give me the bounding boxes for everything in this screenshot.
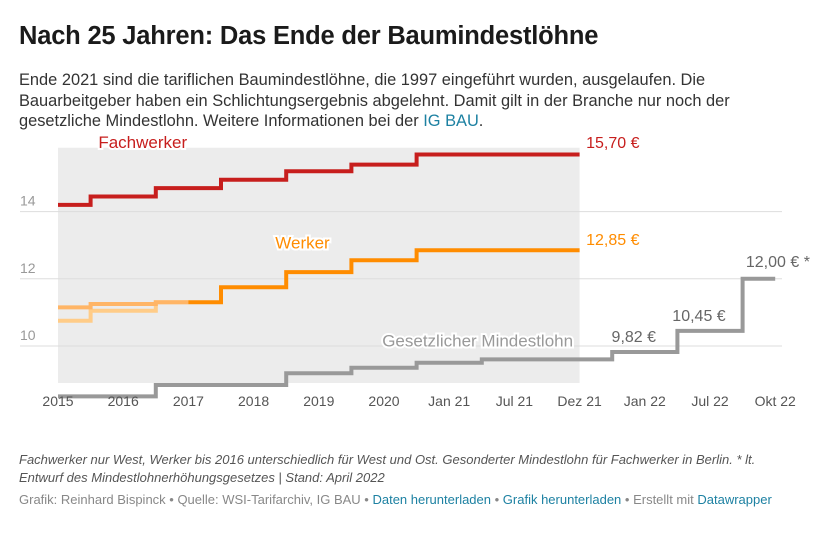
end-value-label: 12,85 €	[586, 232, 639, 249]
series-name-label: Fachwerker	[98, 133, 187, 152]
x-tick-label: Jan 21	[428, 393, 470, 409]
shaded-period	[58, 147, 580, 383]
credits-text: Grafik: Reinhard Bispinck • Quelle: WSI-…	[19, 492, 373, 507]
x-tick-label: 2020	[368, 393, 399, 409]
intro-body: Ende 2021 sind die tariflichen Baumindes…	[19, 71, 730, 131]
grid-layer: 10 12 14	[20, 193, 782, 347]
x-tick-label: 2019	[303, 393, 334, 409]
download-data-link[interactable]: Daten herunterladen	[372, 492, 491, 507]
annotation-label: 10,45 €	[672, 308, 725, 325]
series-layer	[58, 152, 776, 399]
credits: Grafik: Reinhard Bispinck • Quelle: WSI-…	[19, 491, 799, 508]
footnote: Fachwerker nur West, Werker bis 2016 unt…	[19, 452, 756, 485]
x-tick-label: 2016	[108, 393, 139, 409]
x-tick-label: Dez 21	[557, 393, 602, 409]
ig-bau-link[interactable]: IG BAU	[423, 112, 479, 131]
x-tick-label: 2018	[238, 393, 269, 409]
label-layer: 2015 2016 2017 2018 2019 2020 Jan 21 Jul 21 Dez …	[42, 131, 810, 409]
credits-separator: •	[491, 492, 503, 507]
end-value-label: 12,00 € *	[746, 254, 810, 271]
download-image-link[interactable]: Grafik herunterladen	[502, 492, 622, 507]
series-line	[58, 276, 776, 399]
y-tick-label: 14	[20, 193, 36, 209]
series-name-label: Werker	[275, 234, 330, 253]
x-tick-label: Okt 22	[755, 393, 796, 409]
series-line	[58, 300, 189, 310]
x-tick-label: Jul 22	[691, 393, 729, 409]
intro-text: Ende 2021 sind die tariflichen Baumindes…	[19, 70, 799, 132]
x-tick-label: 2017	[173, 393, 204, 409]
end-value-label: 15,70 €	[586, 135, 639, 152]
annotation-label: 9,82 €	[612, 329, 657, 346]
chart-title: Nach 25 Jahren: Das Ende der Baumindestl…	[19, 22, 599, 50]
series-line	[188, 248, 580, 305]
y-tick-label: 10	[20, 327, 36, 343]
x-tick-label: Jan 22	[624, 393, 666, 409]
datawrapper-link[interactable]: Datawrapper	[697, 492, 772, 507]
intro-end: .	[478, 112, 484, 131]
series-name-label: Gesetzlicher Mindestlohn	[382, 331, 573, 350]
y-tick-label: 12	[20, 260, 36, 276]
x-tick-label: Jul 21	[496, 393, 534, 409]
x-tick-label: 2015	[42, 393, 73, 409]
wage-chart: 10 12 14 2015 2016 2017 2018 2019 2020 Jan 21 Jul…	[20, 131, 810, 409]
series-line	[58, 152, 580, 207]
shaded-period-layer	[58, 147, 580, 383]
credits-end: • Erstellt mit	[621, 492, 698, 507]
